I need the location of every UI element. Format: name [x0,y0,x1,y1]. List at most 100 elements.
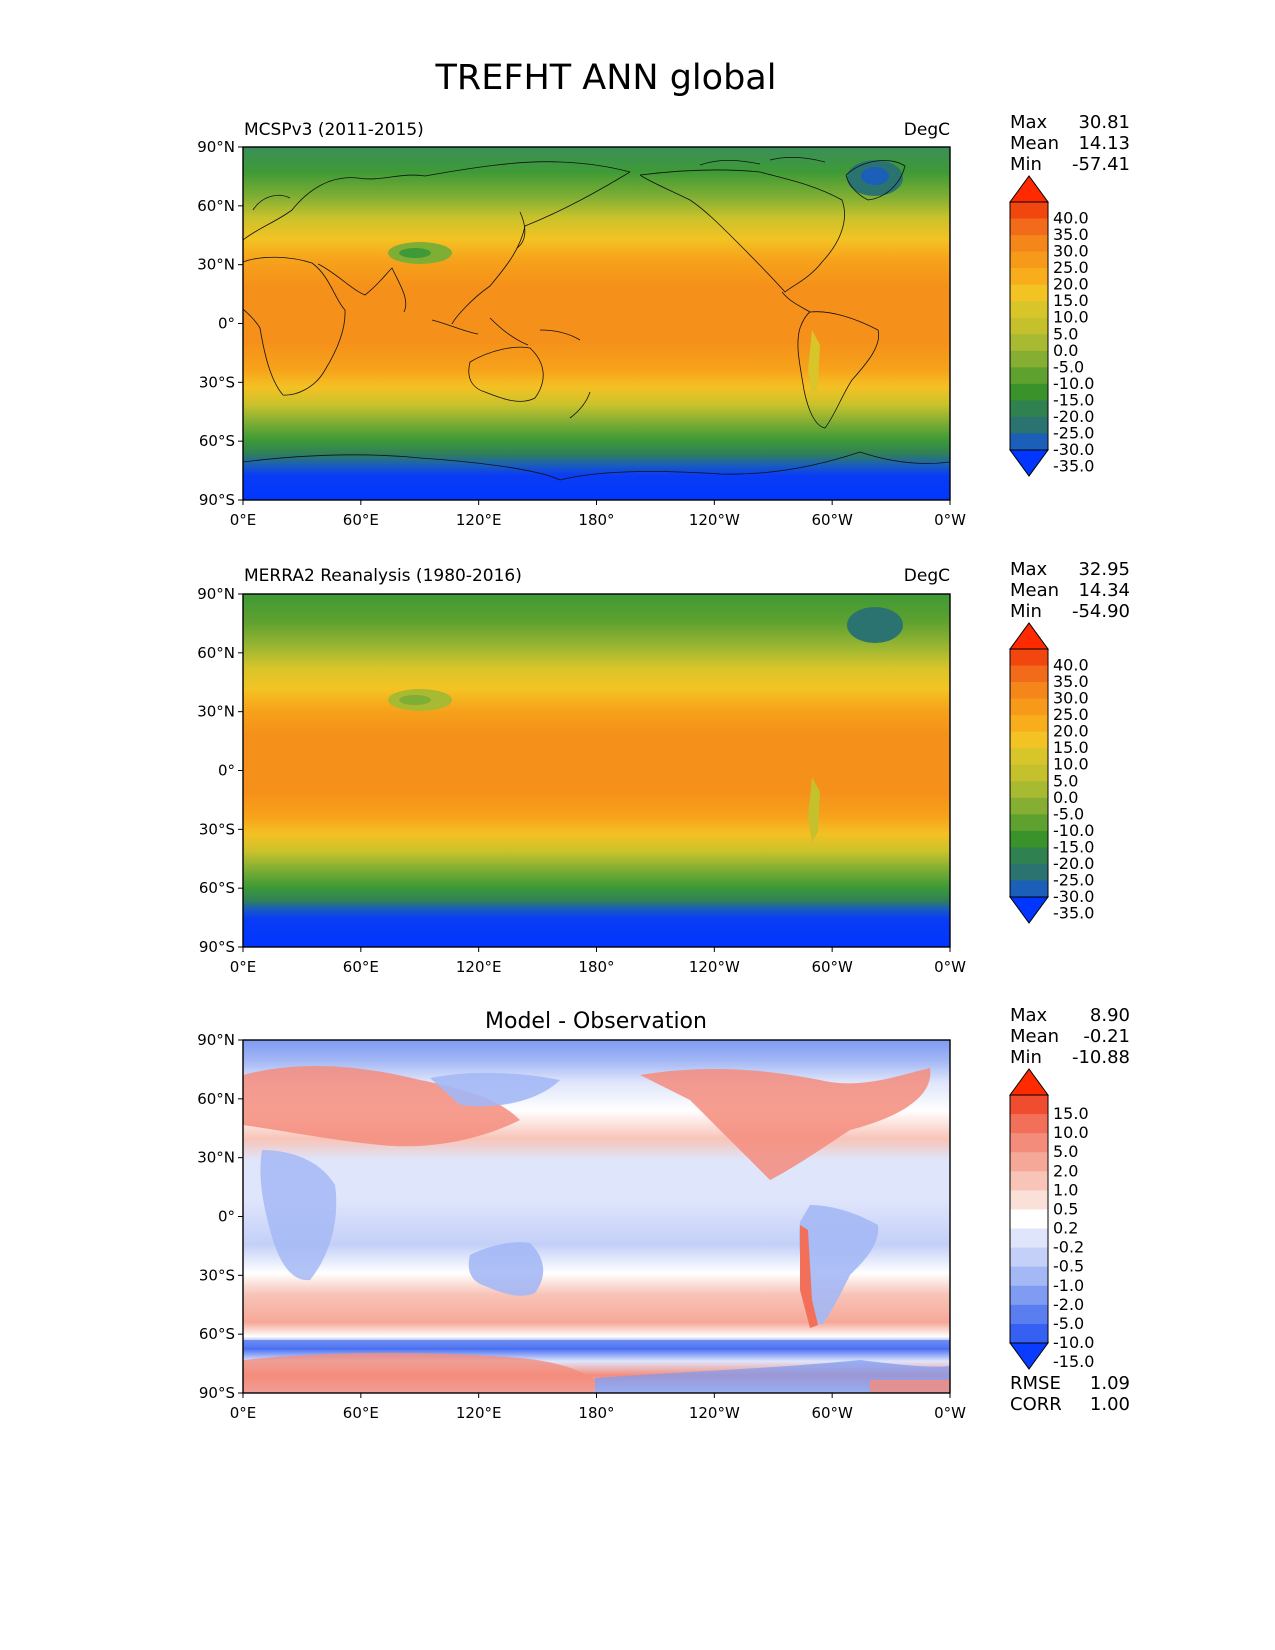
lon-tick-label: 0°W [934,1404,966,1422]
stat-label: Mean [1010,1026,1059,1047]
colorbar-segment [1010,284,1048,302]
colorbar-segment [1010,1285,1048,1306]
lon-tick-label: 0°E [230,511,257,529]
lon-tick-label: 180° [578,511,614,529]
lat-tick-label: 0° [218,315,235,333]
colorbar-segment [1010,698,1048,716]
stat-label: Min [1010,154,1042,175]
observation-left-title: MERRA2 Reanalysis (1980-2016) [244,566,522,586]
lat-tick-label: 90°S [199,1384,235,1402]
colorbar-segment [1010,235,1048,253]
lat-tick-label: 90°S [199,938,235,956]
colorbar-tick-label: 1.0 [1053,1180,1078,1199]
stat-label: Mean [1010,133,1059,154]
colorbar-tick-label: 10.0 [1053,308,1089,327]
model-colorbar: 40.035.030.025.020.015.010.05.00.0-5.0-1… [1009,175,1094,477]
lon-tick-label: 60°W [811,958,853,976]
difference-stats: Max 8.90 Mean -0.21 Min -10.88 [1010,1005,1130,1068]
model-units: DegC [904,120,950,140]
colorbar-tick-label: 0.0 [1053,341,1078,360]
lon-tick-label: 0°E [230,1404,257,1422]
colorbar-segment [1010,251,1048,269]
colorbar-tick-label: 15.0 [1053,291,1089,310]
lon-tick-label: 120°E [456,511,502,529]
stat-label: Mean [1010,580,1059,601]
colorbar-tick-label: -15.0 [1053,837,1094,856]
stat-value: -0.21 [1083,1026,1130,1047]
colorbar-segment [1010,1190,1048,1210]
colorbar-tick-label: -0.5 [1053,1257,1084,1276]
colorbar-tick-label: 5.0 [1053,324,1078,343]
colorbar-tick-label: -5.0 [1053,1314,1084,1333]
colorbar-tick-label: 0.0 [1053,788,1078,807]
colorbar-tick-label: 10.0 [1053,755,1089,774]
colorbar-segment [1010,1323,1048,1344]
colorbar-segment [1010,400,1048,418]
observation-colorbar: 40.035.030.025.020.015.010.05.00.0-5.0-1… [1009,622,1094,924]
colorbar-segment [1010,1171,1048,1191]
colorbar-tick-label: 15.0 [1053,738,1089,757]
colorbar-tick-label: 25.0 [1053,258,1089,277]
colorbar-tick-label: -15.0 [1053,1352,1094,1371]
difference-field [243,1040,950,1393]
figure-title: TREFHT ANN global [435,58,777,98]
lat-tick-label: 90°N [197,138,235,156]
colorbar-max-extension [1009,1068,1049,1096]
colorbar-tick-label: -2.0 [1053,1295,1084,1314]
observation-units: DegC [904,566,950,586]
colorbar-segment [1010,317,1048,335]
colorbar-tick-label: -35.0 [1053,457,1094,476]
model-axes: 90°N 60°N 30°N 0° 30°S 60°S 90°S 0°E 60°E 120°E 18… [197,138,966,529]
colorbar-segment [1010,367,1048,385]
colorbar-tick-label: 5.0 [1053,771,1078,790]
lat-tick-label: 90°S [199,491,235,509]
lat-tick-label: 60°N [197,644,235,662]
lon-tick-label: 60°W [811,511,853,529]
colorbar-tick-label: -1.0 [1053,1276,1084,1295]
stat-value: 32.95 [1078,559,1130,580]
observation-panel: MERRA2 Reanalysis (1980-2016) DegC 90°N 6… [197,559,1130,976]
stat-value: -10.88 [1072,1047,1130,1068]
lat-tick-label: 30°S [199,820,235,838]
lon-tick-label: 120°W [689,1404,740,1422]
lat-tick-label: 60°S [199,879,235,897]
lon-tick-label: 180° [578,1404,614,1422]
colorbar-segment [1010,416,1048,434]
lat-tick-label: 90°N [197,1031,235,1049]
stat-value: -54.90 [1072,601,1130,622]
colorbar-segment [1010,715,1048,733]
colorbar-tick-label: -25.0 [1053,870,1094,889]
colorbar-segment [1010,880,1048,898]
colorbar-segment [1010,334,1048,352]
colorbar-min-extension [1009,896,1049,924]
model-left-title: MCSPv3 (2011-2015) [244,120,424,140]
stat-label: Max [1010,1005,1048,1026]
model-field [243,147,950,500]
colorbar-segment [1010,731,1048,749]
metric-value: 1.09 [1090,1373,1130,1394]
metric-label: RMSE [1010,1373,1061,1394]
stat-label: Max [1010,559,1048,580]
lat-tick-label: 60°S [199,432,235,450]
colorbar-segment [1010,383,1048,401]
stat-value: 14.13 [1078,133,1130,154]
colorbar-tick-label: -5.0 [1053,804,1084,823]
colorbar-segment [1010,649,1048,667]
colorbar-tick-label: 40.0 [1053,209,1089,228]
lat-tick-label: 60°N [197,1090,235,1108]
observation-stats: Max 32.95 Mean 14.34 Min -54.90 [1010,559,1130,622]
colorbar-segment [1010,781,1048,799]
lat-tick-label: 30°S [199,1266,235,1284]
colorbar-segment [1010,433,1048,451]
colorbar-tick-label: 30.0 [1053,689,1089,708]
colorbar-segment [1010,830,1048,848]
colorbar-tick-label: 10.0 [1053,1123,1089,1142]
lat-tick-label: 60°S [199,1325,235,1343]
colorbar-tick-label: 25.0 [1053,705,1089,724]
lat-tick-label: 0° [218,1208,235,1226]
lon-tick-label: 0°E [230,958,257,976]
lat-tick-label: 30°N [197,703,235,721]
colorbar-tick-label: 35.0 [1053,225,1089,244]
lon-tick-label: 120°W [689,511,740,529]
